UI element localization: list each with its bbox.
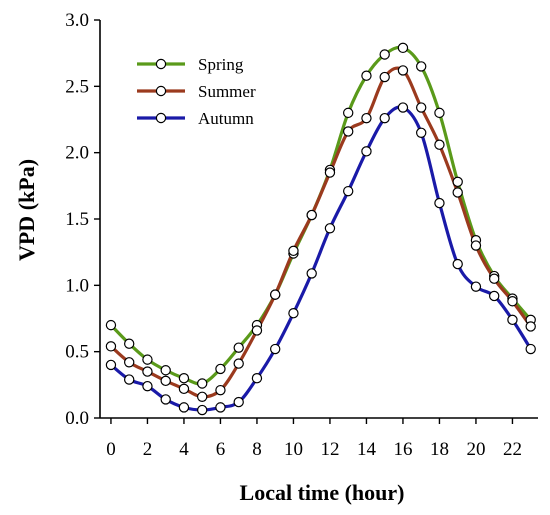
data-point-spring: [416, 61, 427, 72]
data-point-summer: [379, 71, 390, 83]
x-tick-label: 12: [320, 439, 339, 460]
data-point-spring: [397, 42, 409, 54]
data-point-summer: [160, 375, 171, 387]
data-point-autumn: [288, 307, 299, 319]
data-point-autumn: [215, 402, 226, 413]
data-point-summer: [233, 358, 244, 369]
data-point-spring: [215, 363, 226, 375]
x-tick-label: 20: [466, 439, 485, 460]
data-point-spring: [343, 107, 354, 119]
data-point-summer: [178, 383, 190, 395]
data-point-autumn: [343, 185, 354, 197]
data-point-autumn: [270, 343, 281, 355]
data-point-autumn: [105, 359, 117, 371]
data-point-summer: [434, 139, 445, 150]
data-point-spring: [196, 378, 208, 389]
series-lines: [109, 45, 533, 412]
x-tick-label: 18: [430, 439, 449, 460]
data-point-autumn: [251, 373, 263, 384]
data-point-autumn: [507, 314, 518, 326]
legend-label-summer: Summer: [198, 82, 256, 101]
x-axis-label: Local time (hour): [240, 480, 405, 505]
x-tick-label: 4: [179, 439, 189, 460]
x-tick-label: 8: [252, 439, 262, 460]
legend-marker-summer: [155, 85, 167, 97]
y-tick-label: 0.5: [65, 342, 89, 363]
data-point-autumn: [142, 380, 153, 392]
data-point-autumn: [397, 102, 409, 113]
data-point-autumn: [233, 396, 244, 408]
y-tick-label: 0.0: [65, 408, 89, 429]
data-point-autumn: [379, 112, 390, 124]
data-point-summer: [105, 341, 117, 352]
series-points: [105, 42, 536, 416]
data-point-autumn: [196, 404, 208, 416]
series-line-spring: [109, 45, 533, 386]
x-tick-label: 22: [503, 439, 522, 460]
data-point-summer: [196, 391, 208, 402]
data-point-spring: [361, 70, 372, 81]
data-point-summer: [288, 245, 299, 257]
data-point-summer: [470, 240, 482, 251]
legend-label-spring: Spring: [198, 55, 244, 74]
data-point-autumn: [160, 394, 171, 405]
y-tick-label: 2.0: [65, 143, 89, 164]
x-tick-label: 0: [106, 439, 116, 460]
x-tick-label: 10: [284, 439, 303, 460]
data-point-spring: [434, 107, 445, 119]
data-point-spring: [142, 354, 153, 365]
x-ticks: 0 2 4 6 8 10 12 14 16 18 20 22: [106, 418, 522, 460]
y-tick-label: 3.0: [65, 10, 89, 31]
data-point-autumn: [123, 374, 135, 385]
data-point-summer: [361, 112, 372, 124]
data-point-spring: [452, 176, 463, 188]
data-point-autumn: [470, 281, 482, 292]
legend: Spring Summer Autumn: [137, 55, 256, 128]
data-point-autumn: [489, 290, 500, 302]
legend-label-autumn: Autumn: [198, 109, 254, 128]
data-point-autumn: [178, 402, 190, 413]
data-point-summer: [324, 167, 336, 178]
x-tick-label: 2: [143, 439, 153, 460]
data-point-summer: [306, 209, 317, 221]
data-point-autumn: [525, 343, 536, 355]
data-point-spring: [233, 342, 244, 353]
data-point-summer: [525, 321, 536, 332]
series-line-autumn: [109, 105, 533, 412]
y-ticks: 0.0 0.5 1.0 1.5 2.0 2.5 3.0: [65, 10, 100, 429]
data-point-autumn: [452, 258, 463, 270]
data-point-spring: [105, 319, 117, 331]
y-tick-label: 2.5: [65, 76, 89, 97]
x-tick-label: 14: [357, 439, 377, 460]
legend-marker-autumn: [155, 112, 167, 124]
data-point-summer: [123, 357, 135, 368]
x-tick-label: 16: [393, 439, 412, 460]
data-point-summer: [452, 187, 463, 198]
y-axis-label: VPD (kPa): [14, 159, 39, 261]
data-point-summer: [507, 296, 518, 307]
data-point-summer: [270, 289, 281, 300]
data-point-spring: [123, 338, 135, 349]
data-point-autumn: [434, 197, 445, 209]
data-point-autumn: [324, 223, 336, 234]
data-point-summer: [215, 384, 226, 396]
data-point-autumn: [361, 146, 372, 157]
data-point-summer: [142, 366, 153, 377]
data-point-summer: [489, 273, 500, 284]
data-point-spring: [160, 365, 171, 376]
data-point-spring: [379, 49, 390, 60]
data-point-autumn: [416, 127, 427, 138]
data-point-autumn: [306, 268, 317, 279]
data-point-summer: [251, 325, 263, 336]
y-tick-label: 1.5: [65, 209, 89, 230]
data-point-spring: [178, 373, 190, 384]
data-point-summer: [343, 126, 354, 137]
data-point-summer: [416, 102, 427, 113]
x-tick-label: 6: [216, 439, 226, 460]
data-point-summer: [397, 65, 409, 76]
legend-marker-spring: [155, 58, 167, 70]
axes: [99, 20, 538, 419]
y-tick-label: 1.0: [65, 275, 89, 296]
